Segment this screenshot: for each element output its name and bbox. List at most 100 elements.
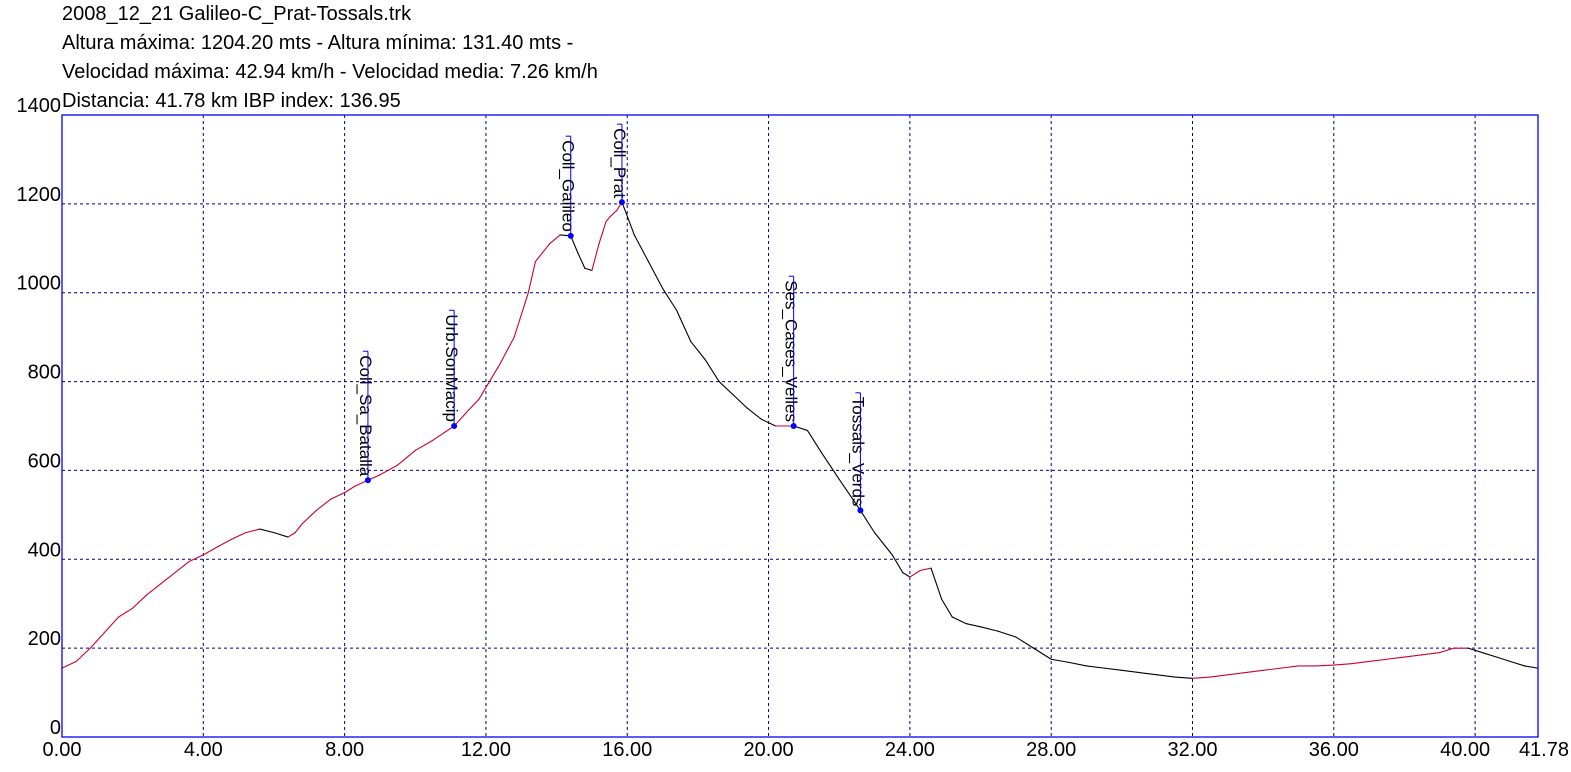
elevation-segment	[1209, 674, 1229, 678]
elevation-segment	[467, 398, 480, 412]
elevation-segment	[1050, 658, 1070, 663]
x-tick-label: 8.00	[325, 739, 364, 761]
y-tick-label: 200	[28, 628, 61, 650]
elevation-segment	[838, 478, 861, 511]
elevation-segment	[732, 394, 748, 409]
x-tick-label: 20.00	[744, 739, 794, 761]
elevation-segment	[432, 425, 455, 441]
elevation-segment	[397, 449, 416, 466]
elevation-segment	[478, 381, 491, 400]
elevation-segment	[1481, 652, 1497, 658]
elevation-segment	[760, 418, 777, 427]
elevation-segment	[541, 243, 551, 254]
elevation-segment	[499, 336, 515, 365]
elevation-segment	[548, 234, 561, 245]
y-tick-label: 0	[50, 717, 61, 739]
elevation-segment	[891, 554, 904, 574]
track-file-name: 2008_12_21 Galileo-C_Prat-Tossals.trk	[62, 3, 412, 25]
elevation-segment	[89, 632, 105, 649]
waypoint-marker: Tossals_Verds	[848, 392, 867, 514]
elevation-segment	[930, 567, 943, 600]
elevation-segment	[1280, 665, 1300, 669]
x-tick-label: 12.00	[461, 739, 511, 761]
elevation-segment	[1467, 647, 1483, 654]
elevation-segment	[1315, 664, 1335, 667]
elevation-segment	[379, 464, 399, 476]
elevation-segment	[919, 567, 932, 571]
elevation-segment	[591, 243, 600, 272]
elevation-segment	[1524, 665, 1539, 669]
y-tick-label: 800	[28, 362, 61, 384]
elevation-segment	[1103, 667, 1123, 671]
elevation-segment	[1403, 654, 1423, 658]
elevation-segment	[513, 292, 529, 338]
waypoint-marker: Coll_Galileo	[559, 135, 578, 239]
elevation-segment	[1156, 674, 1176, 678]
y-tick-label: 400	[28, 539, 61, 561]
elevation-segment	[1368, 658, 1388, 663]
waypoint-label: Ses_Cases_Velles	[782, 280, 801, 422]
x-tick-label: 41.78	[1519, 739, 1569, 761]
waypoint-marker: Ses_Cases_Velles	[782, 275, 801, 429]
x-tick-label: 0.00	[43, 739, 82, 761]
speed-summary: Velocidad máxima: 42.94 km/h - Velocidad…	[62, 61, 598, 83]
elevation-segment	[1386, 656, 1406, 660]
elevation-segment	[160, 572, 176, 585]
elevation-segment	[1032, 647, 1052, 660]
elevation-segment	[662, 287, 678, 312]
x-tick-label: 40.00	[1440, 739, 1490, 761]
elevation-segment	[609, 209, 618, 218]
y-tick-label: 600	[28, 450, 61, 472]
elevation-segment	[75, 647, 91, 663]
elevation-segment	[294, 523, 303, 534]
waypoint-label: Coll_Galileo	[559, 140, 578, 232]
elevation-segment	[647, 261, 664, 289]
elevation-segment	[103, 616, 120, 634]
elevation-segment	[1121, 669, 1141, 674]
elevation-segment	[859, 509, 876, 534]
waypoint-marker: Coll_Prat	[610, 123, 629, 206]
elevation-segment	[1191, 676, 1211, 679]
elevation-segment	[174, 560, 190, 574]
elevation-segment	[997, 630, 1017, 638]
elevation-segment	[941, 598, 953, 618]
elevation-segment	[534, 252, 544, 263]
elevation-segment	[902, 572, 911, 578]
elevation-segment	[909, 569, 922, 578]
waypoints: Coll_Sa_Batalla Urb.SonMacip Coll_Galileo C…	[356, 123, 867, 514]
elevation-segment	[1015, 636, 1035, 649]
elevation-segment	[577, 252, 586, 269]
grid-lines	[62, 115, 1538, 737]
elevation-segment	[259, 528, 275, 534]
track-header: 2008_12_21 Galileo-C_Prat-Tossals.trk Al…	[62, 0, 598, 116]
elevation-segment	[633, 234, 649, 263]
elevation-segment	[1333, 663, 1353, 666]
elevation-segment	[61, 660, 77, 669]
elevation-segment	[598, 221, 607, 245]
x-tick-label: 36.00	[1309, 739, 1359, 761]
elevation-segment	[746, 407, 763, 420]
elevation-segment	[821, 452, 840, 480]
waypoint-dot	[790, 423, 797, 429]
x-tick-label: 16.00	[602, 739, 652, 761]
x-tick-label: 4.00	[184, 739, 223, 761]
elevation-segment	[605, 216, 611, 223]
y-tick-label: 1200	[17, 184, 62, 206]
elevation-segment	[1138, 672, 1158, 676]
elevation-segment	[202, 546, 218, 556]
waypoint-label: Coll_Prat	[610, 128, 629, 198]
elevation-segment	[344, 485, 356, 494]
elevation-segment	[704, 358, 720, 383]
waypoint-label: Tossals_Verds	[848, 397, 867, 507]
waypoint-dot	[618, 199, 625, 206]
elevation-segment	[1495, 656, 1511, 663]
elevation-segment	[1227, 672, 1247, 676]
elevation-segment	[527, 261, 536, 294]
elevation-segment	[414, 439, 434, 451]
elevation-segment	[231, 532, 247, 540]
y-tick-label: 1000	[17, 273, 62, 295]
y-axis-ticks: 0 200 400 600 800 1000 1200 1400	[17, 95, 62, 739]
waypoint-dot	[451, 423, 458, 429]
elevation-segment	[718, 381, 734, 396]
